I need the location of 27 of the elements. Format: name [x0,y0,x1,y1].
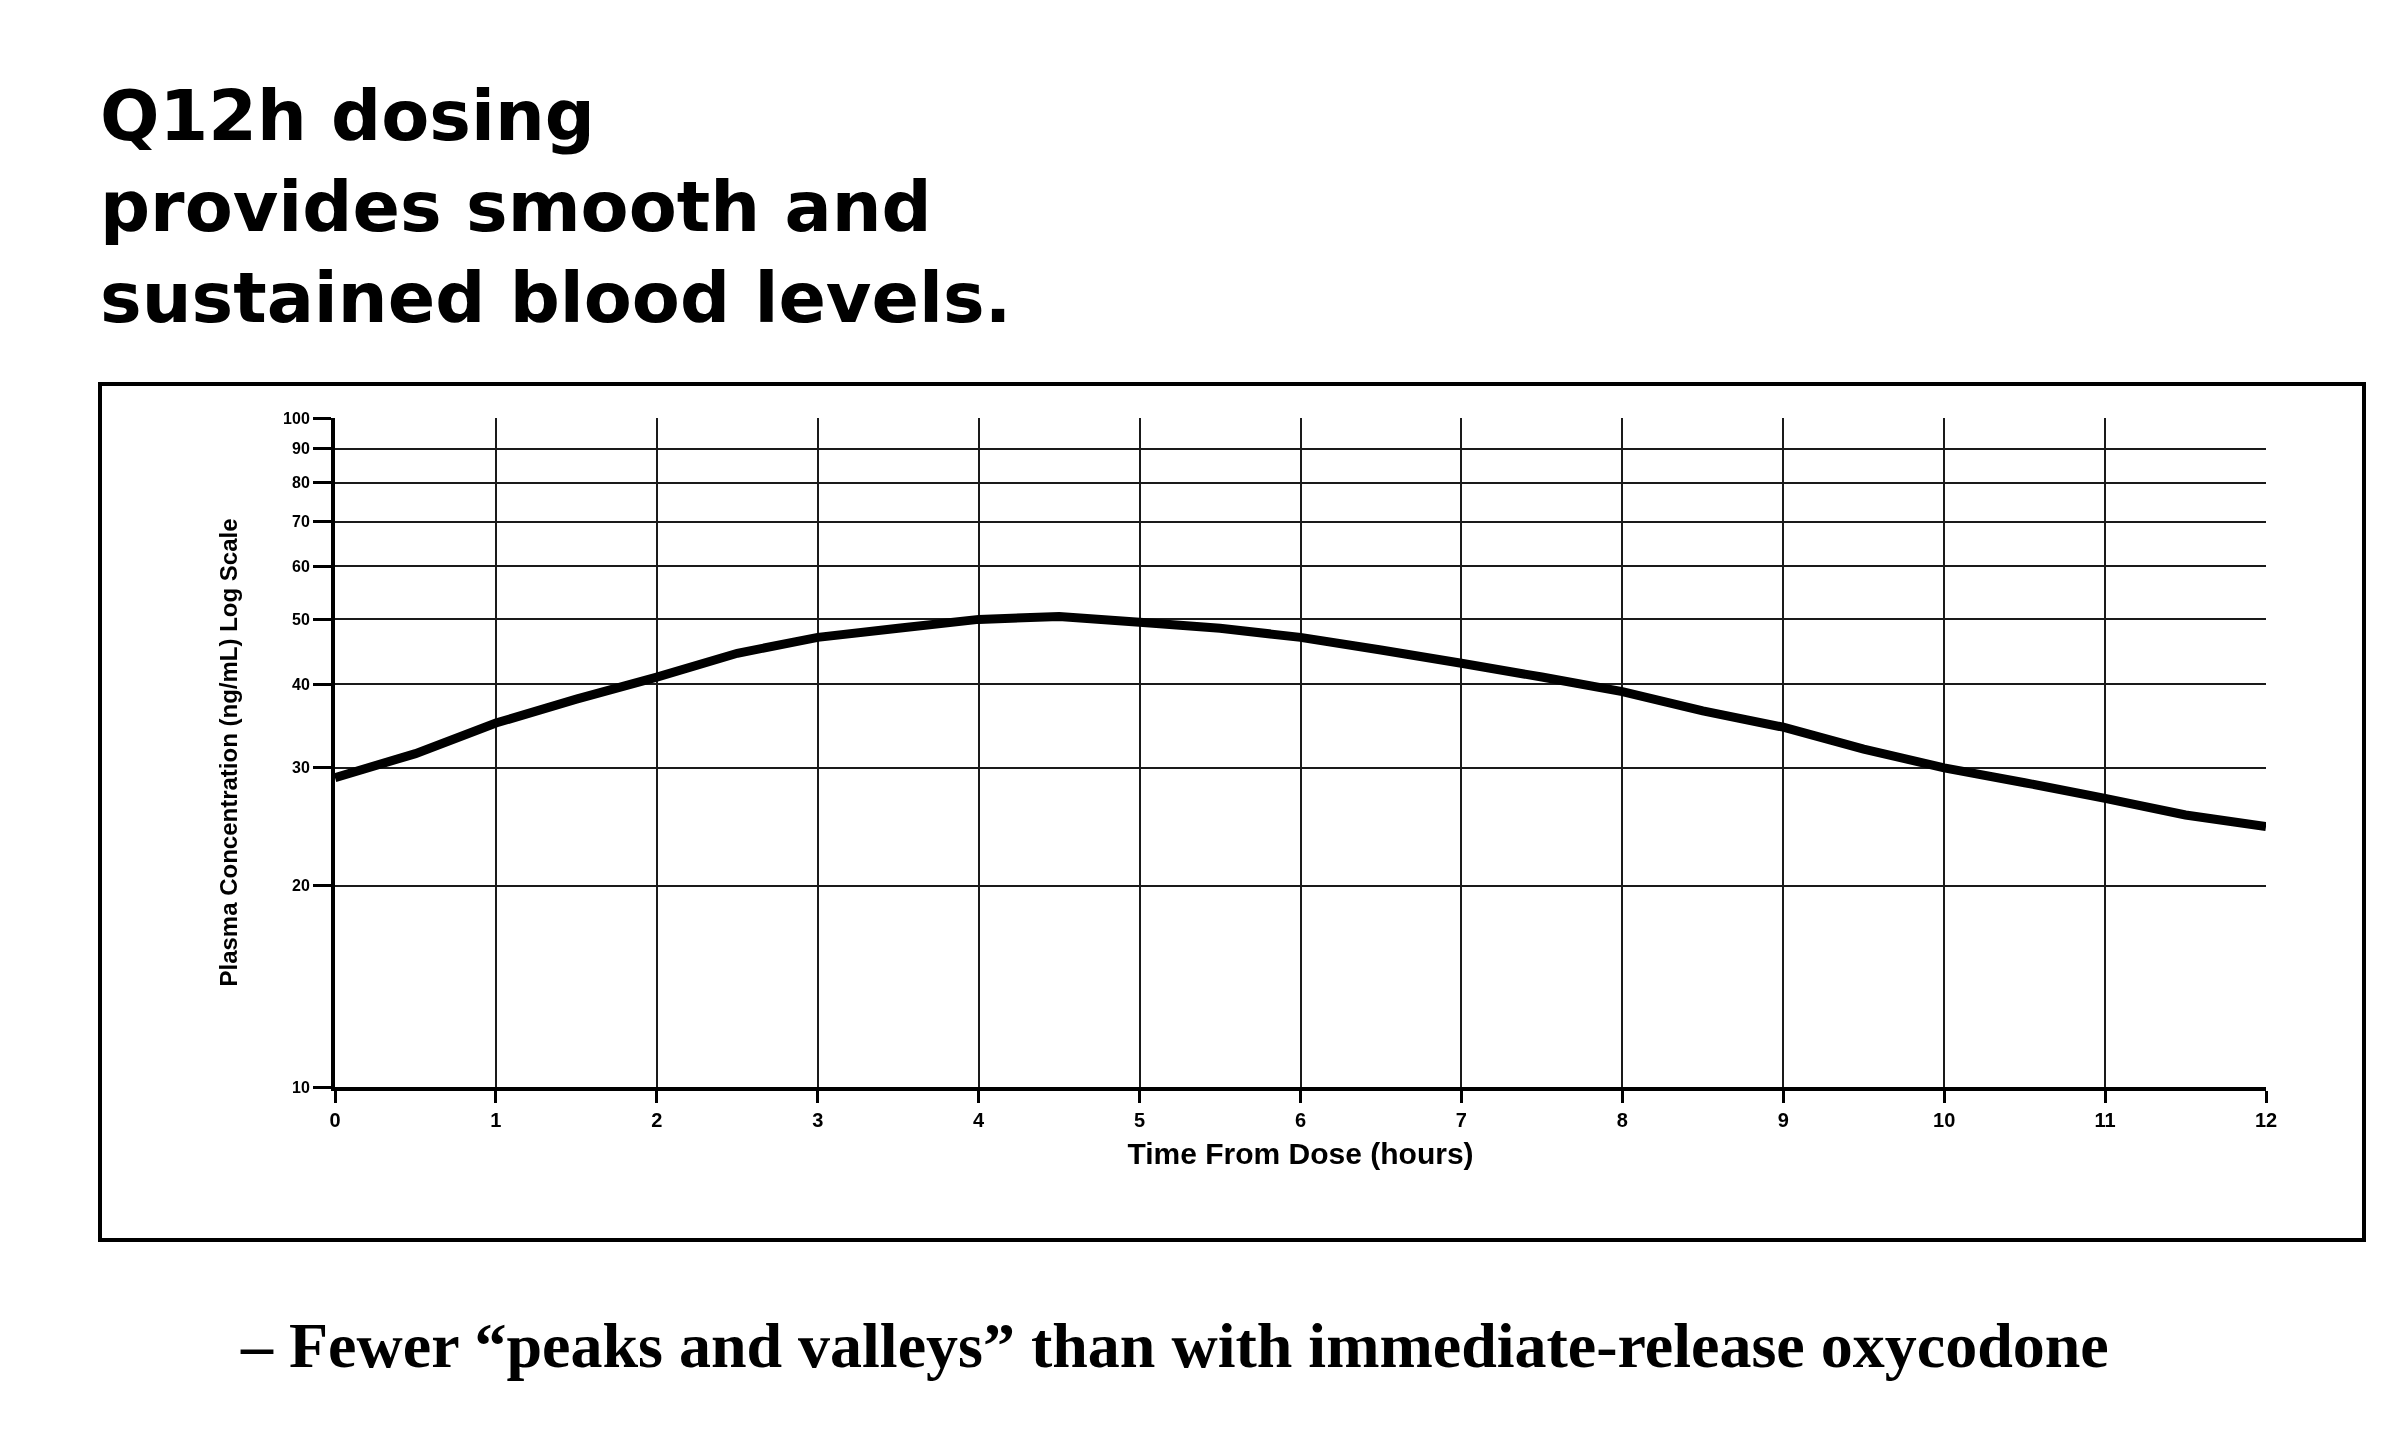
x-tick-label: 1 [490,1109,502,1131]
x-tick-label: 12 [2254,1109,2278,1131]
y-tick-label: 60 [292,558,310,576]
y-tick-label: 90 [292,440,310,458]
y-tick-label: 100 [283,409,310,427]
y-tick-label: 10 [292,1078,310,1096]
y-axis-title: Plasma Concentration (ng/mL) Log Scale [214,518,242,987]
chart-title: Q12h dosing provides smooth and sustained blood levels. [100,75,1012,339]
y-tick-label: 50 [292,610,310,628]
x-tick-label: 2 [651,1109,663,1131]
x-axis-title: Time From Dose (hours) [1127,1137,1474,1170]
x-tick-label: 3 [812,1109,824,1131]
x-tick-label: 10 [1933,1109,1956,1131]
y-tick-label: 30 [292,759,310,777]
x-tick-label: 5 [1134,1109,1146,1131]
y-tick-label: 40 [292,675,310,693]
x-tick-label: 11 [2094,1109,2116,1131]
text: – Fewer “peaks and valleys” than with immediate-release oxycodone [240,1310,2109,1381]
x-tick-label: 6 [1294,1109,1307,1131]
x-tick-label: 0 [329,1109,341,1131]
x-tick-label: 9 [1777,1109,1789,1131]
y-tick-label: 20 [292,877,310,895]
y-tick-label: 70 [292,513,310,531]
y-tick-label: 80 [292,474,310,492]
x-tick-label: 8 [1616,1109,1628,1131]
x-tick-label: 7 [1455,1109,1467,1131]
x-tick-label: 4 [973,1109,986,1131]
